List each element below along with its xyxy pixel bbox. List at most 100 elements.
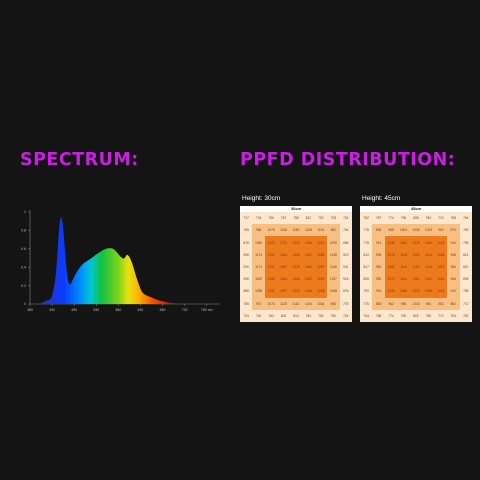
ppfd-cell: 772 bbox=[459, 297, 472, 310]
x-tick-label: 480 bbox=[71, 308, 77, 312]
ppfd-cell: 972 bbox=[252, 297, 265, 310]
ppfd-cell: 1076 bbox=[384, 248, 398, 261]
ppfd-cell: 812 bbox=[360, 248, 373, 261]
x-tick-label: 430 bbox=[49, 308, 55, 312]
ppfd-cell: 910 bbox=[447, 285, 460, 298]
ppfd-cell: 1286 bbox=[264, 273, 278, 286]
ppfd-cell: 762 bbox=[314, 309, 328, 322]
ppfd-cell: 774 bbox=[434, 212, 448, 225]
ppfd-cell: 1365 bbox=[289, 248, 303, 261]
ppfd-cell: 916 bbox=[372, 285, 385, 298]
ppfd-cell: 956 bbox=[327, 297, 340, 310]
ppfd-cell: 1021 bbox=[434, 285, 448, 298]
ppfd-cell: 916 bbox=[447, 236, 460, 249]
ppfd-grid-45cm: 762 787 774 796 806 784 774 768 764 776 884 968 1004… bbox=[360, 212, 472, 322]
ppfd-cell: 774 bbox=[384, 309, 398, 322]
ppfd-cell: 764 bbox=[339, 224, 352, 237]
ppfd-cell: 931 bbox=[339, 260, 352, 274]
ppfd-cell: 802 bbox=[409, 309, 423, 322]
ppfd-cell: 786 bbox=[372, 309, 385, 322]
ppfd-cell: 870 bbox=[447, 224, 460, 237]
ppfd-panel-30cm: 30cm 717 734 756 767 758 812 792 728 724 766 966 10… bbox=[240, 206, 352, 322]
ppfd-cell: 952 bbox=[372, 273, 385, 286]
ppfd-cell: 756 bbox=[264, 212, 278, 225]
y-tick-label: 0.4 bbox=[21, 265, 26, 269]
ppfd-cell: 1104 bbox=[422, 248, 435, 261]
ppfd-cell: 886 bbox=[240, 285, 253, 298]
ppfd-cell: 724 bbox=[339, 309, 352, 322]
ppfd-cell: 1297 bbox=[314, 260, 328, 274]
ppfd-cell: 882 bbox=[372, 297, 385, 310]
ppfd-cell: 1082 bbox=[384, 260, 398, 274]
ppfd-cell: 775 bbox=[339, 297, 352, 310]
ppfd-cell: 1235 bbox=[314, 285, 328, 298]
ppfd-cell: 1114 bbox=[422, 260, 435, 274]
ppfd-cell: 1026 bbox=[409, 224, 423, 237]
ppfd-cell: 886 bbox=[339, 236, 352, 249]
ppfd-cell: 1297 bbox=[277, 285, 290, 298]
ppfd-cell: 1075 bbox=[264, 224, 278, 237]
ppfd-cell: 1343 bbox=[277, 273, 290, 286]
ppfd-cell: 776 bbox=[360, 224, 373, 237]
ppfd-cell: 966 bbox=[252, 224, 265, 237]
ppfd-cell: 1135 bbox=[277, 297, 290, 310]
ppfd-cell: 786 bbox=[422, 309, 435, 322]
ppfd-cell: 994 bbox=[422, 297, 435, 310]
ppfd-cell: 1100 bbox=[422, 273, 435, 286]
ppfd-cell: 862 bbox=[447, 297, 460, 310]
x-tick-label: 730 bbox=[182, 308, 188, 312]
ppfd-cell: 1162 bbox=[289, 297, 303, 310]
ppfd-cell: 790 bbox=[397, 309, 410, 322]
height-45-label: Height: 45cm bbox=[362, 195, 401, 202]
ppfd-cell: 1098 bbox=[252, 285, 265, 298]
ppfd-cell: 1034 bbox=[384, 285, 398, 298]
ppfd-cell: 772 bbox=[434, 309, 448, 322]
ppfd-cell: 784 bbox=[422, 212, 435, 225]
ppfd-cell: 1270 bbox=[277, 236, 290, 249]
ppfd-cell: 1223 bbox=[264, 236, 278, 249]
ppfd-cell: 762 bbox=[360, 212, 373, 225]
ppfd-cell: 1088 bbox=[327, 285, 340, 298]
ppfd-cell: 717 bbox=[240, 212, 253, 225]
ppfd-title: PPFD DISTRIBUTION: bbox=[240, 150, 456, 170]
ppfd-cell: 1116 bbox=[397, 260, 410, 274]
ppfd-cell: 1102 bbox=[314, 224, 328, 237]
ppfd-cell: 1288 bbox=[314, 248, 328, 261]
ppfd-cell: 790 bbox=[360, 285, 373, 298]
ppfd-cell: 1024 bbox=[434, 236, 448, 249]
ppfd-cell: 1062 bbox=[434, 273, 448, 286]
ppfd-cell: 758 bbox=[289, 212, 303, 225]
ppfd-cell: 817 bbox=[360, 260, 373, 274]
ppfd-cell: 1297 bbox=[264, 260, 278, 274]
ppfd-cell: 821 bbox=[459, 260, 472, 274]
x-tick-label: 680 bbox=[160, 308, 166, 312]
ppfd-cell: 884 bbox=[372, 224, 385, 237]
ppfd-cell: 1378 bbox=[289, 260, 303, 274]
ppfd-cell: 1144 bbox=[302, 297, 315, 310]
ppfd-cell: 1231 bbox=[314, 236, 328, 249]
ppfd-cell: 1005 bbox=[422, 224, 435, 237]
ppfd-cell: 936 bbox=[240, 273, 253, 286]
ppfd-cell: 1058 bbox=[422, 285, 435, 298]
ppfd-cell: 784 bbox=[302, 309, 315, 322]
ppfd-cell: 806 bbox=[409, 212, 423, 225]
y-tick-label: 0.6 bbox=[21, 247, 26, 251]
ppfd-cell: 1158 bbox=[327, 248, 340, 261]
ppfd-cell: 1064 bbox=[314, 297, 328, 310]
ppfd-cell: 1060 bbox=[397, 285, 410, 298]
ppfd-cell: 960 bbox=[434, 224, 448, 237]
ppfd-cell: 1366 bbox=[289, 273, 303, 286]
ppfd-cell: 774 bbox=[384, 212, 398, 225]
ppfd-cell: 764 bbox=[447, 309, 460, 322]
ppfd-cell: 1360 bbox=[302, 260, 315, 274]
ppfd-cell: 1291 bbox=[264, 248, 278, 261]
ppfd-cell: 750 bbox=[327, 309, 340, 322]
x-tick-label: 380 bbox=[27, 308, 33, 312]
ppfd-cell: 734 bbox=[252, 212, 265, 225]
ppfd-cell: 1070 bbox=[384, 273, 398, 286]
ppfd-cell: 764 bbox=[360, 309, 373, 322]
ppfd-panel-header: 30cm bbox=[290, 206, 302, 211]
ppfd-cell: 1357 bbox=[277, 260, 290, 274]
ppfd-cell: 767 bbox=[277, 212, 290, 225]
ppfd-cell: 1157 bbox=[327, 273, 340, 286]
